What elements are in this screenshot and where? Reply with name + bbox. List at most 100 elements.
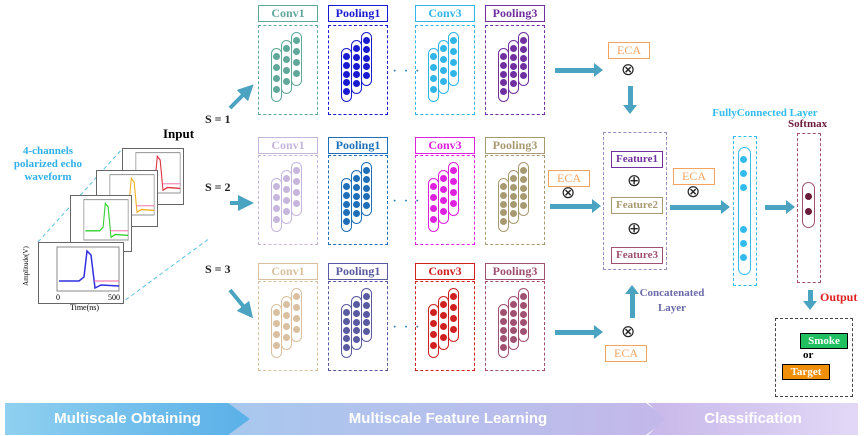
neuron <box>440 186 447 193</box>
arrow-to-output <box>803 290 817 310</box>
layer-block-conv3 <box>415 25 475 115</box>
neuron-column <box>291 162 302 216</box>
neuron <box>440 197 447 204</box>
neuron-column <box>518 32 529 86</box>
arrow-to-fc <box>670 200 730 214</box>
input-title: Input <box>163 126 195 141</box>
neuron <box>363 37 370 44</box>
neuron <box>520 63 527 71</box>
target-class: Target <box>782 364 830 380</box>
neuron <box>430 183 437 190</box>
multiply-icon-bottom: ⊗ <box>621 322 636 342</box>
neuron <box>283 208 290 215</box>
neuron <box>363 293 370 300</box>
layer-label-conv1: Conv1 <box>258 263 318 280</box>
neuron <box>500 309 507 316</box>
add-icon-1: ⊕ <box>627 171 642 191</box>
neuron <box>430 331 437 338</box>
banner-multiscale-feature-learning: Multiscale Feature Learning <box>228 403 668 435</box>
arrow-to-softmax <box>765 200 795 214</box>
neuron <box>283 45 290 52</box>
neuron <box>343 326 350 334</box>
softmax-label: Softmax <box>788 118 828 130</box>
neuron <box>343 61 350 69</box>
neuron <box>520 45 527 53</box>
neuron <box>293 167 300 174</box>
layer-block-conv3 <box>415 155 475 245</box>
neuron <box>430 53 437 60</box>
neuron <box>363 63 370 71</box>
fc-neuron <box>740 184 747 191</box>
layer-label-conv1: Conv1 <box>258 5 318 22</box>
layer-block-pooling1 <box>328 281 388 371</box>
neuron <box>283 323 290 330</box>
neuron <box>450 293 457 300</box>
neuron <box>293 293 300 300</box>
neuron <box>363 45 370 53</box>
neuron <box>510 71 517 79</box>
neuron <box>293 70 300 77</box>
neuron <box>430 75 437 82</box>
neuron <box>500 61 507 69</box>
neuron <box>520 167 527 174</box>
arrows <box>228 84 254 319</box>
scale-label-3: S = 3 <box>205 262 231 276</box>
layer-label-pooling3: Pooling3 <box>485 137 545 154</box>
neuron <box>363 167 370 174</box>
layer-block-conv1 <box>258 155 318 245</box>
layer-label-pooling1: Pooling1 <box>328 5 388 22</box>
neuron <box>510 192 517 200</box>
layer-label-conv3: Conv3 <box>415 263 475 280</box>
layer-block-pooling3 <box>485 25 545 115</box>
neuron <box>510 318 517 326</box>
neuron-column <box>448 32 459 86</box>
neuron <box>273 309 280 316</box>
feature3-box: Feature3 <box>611 247 663 264</box>
neuron <box>520 193 527 201</box>
neuron <box>353 80 360 88</box>
neuron <box>520 328 527 336</box>
neuron <box>353 192 360 200</box>
neuron <box>440 175 447 182</box>
neuron <box>343 183 350 190</box>
concatenated-layer-label: Concatenated Layer <box>639 287 705 314</box>
neuron <box>273 53 280 60</box>
neuron <box>520 301 527 309</box>
neuron <box>510 45 517 52</box>
arrow-eca-top-down <box>623 86 637 114</box>
eca-right: ECA <box>673 168 715 185</box>
neuron <box>353 183 360 191</box>
neuron-column <box>518 162 529 216</box>
multiply-icon-top: ⊗ <box>621 60 636 80</box>
neuron <box>520 319 527 327</box>
neuron <box>283 56 290 63</box>
neuron <box>510 201 517 209</box>
neuron <box>450 189 457 196</box>
neuron <box>520 175 527 183</box>
neuron <box>440 301 447 308</box>
neuron <box>293 200 300 207</box>
neuron <box>440 323 447 330</box>
add-icon-2: ⊕ <box>627 219 642 239</box>
layer-block-conv3 <box>415 281 475 371</box>
neuron <box>450 48 457 55</box>
neuron <box>450 70 457 77</box>
neuron <box>343 317 350 325</box>
fc-neuron <box>740 240 747 247</box>
neuron <box>520 54 527 62</box>
neuron <box>520 72 527 80</box>
neuron <box>353 301 360 308</box>
fc-label: FullyConnected Layer <box>712 107 818 119</box>
neuron <box>273 64 280 71</box>
neuron <box>510 336 517 344</box>
neuron <box>520 184 527 192</box>
neuron <box>450 200 457 207</box>
fc-neuron <box>740 156 747 163</box>
input-caption: 4-channels polarized echo waveform <box>13 145 83 183</box>
layer-block-pooling3 <box>485 155 545 245</box>
fc-neuron <box>740 226 747 233</box>
neuron <box>343 218 350 226</box>
neuron <box>363 319 370 327</box>
x-axis-label: Time(ns) <box>70 303 100 312</box>
neuron <box>293 315 300 322</box>
